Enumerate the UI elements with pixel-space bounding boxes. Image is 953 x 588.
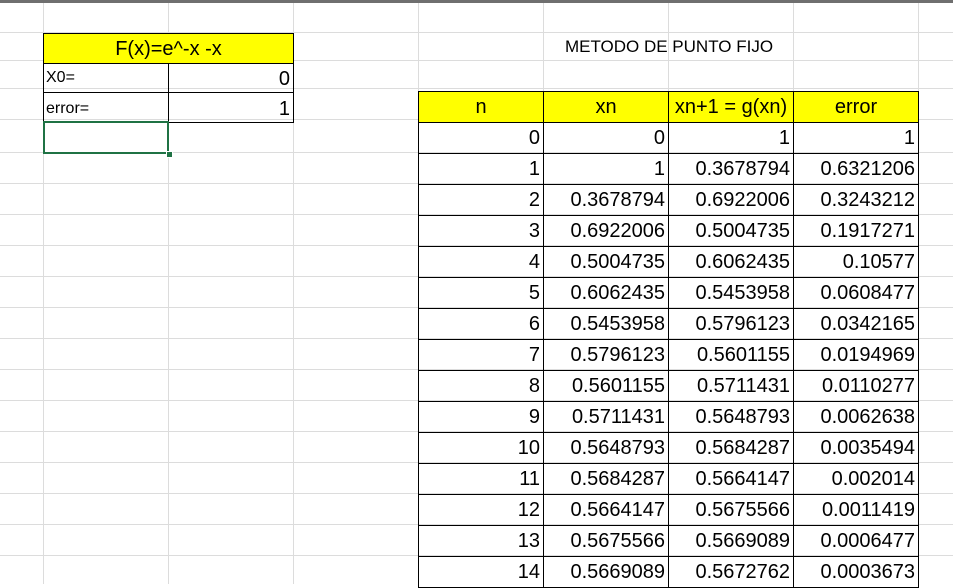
cell-xn[interactable]: 0.3678794 xyxy=(543,184,669,216)
x0-value: 0 xyxy=(278,68,290,90)
cell-gxn[interactable]: 0.5675566 xyxy=(668,494,794,526)
cell-xn[interactable]: 0.5711431 xyxy=(543,401,669,433)
row-gridline xyxy=(0,493,953,494)
row-gridline xyxy=(0,431,953,432)
cell-n[interactable]: 1 xyxy=(418,153,544,185)
cell-gxn[interactable]: 0.5684287 xyxy=(668,432,794,464)
cell-gxn[interactable]: 0.5601155 xyxy=(668,339,794,371)
cell-error[interactable]: 0.0062638 xyxy=(793,401,919,433)
row-gridline xyxy=(0,152,953,153)
row-gridline xyxy=(0,369,953,370)
cell-n[interactable]: 0 xyxy=(418,122,544,154)
header-xn[interactable]: xn xyxy=(543,91,669,123)
function-title: F(x)=e^-x -x xyxy=(115,38,222,60)
cell-error[interactable]: 0.1917271 xyxy=(793,215,919,247)
row-gridline xyxy=(0,524,953,525)
cell-error[interactable]: 0.0035494 xyxy=(793,432,919,464)
cell-n[interactable]: 11 xyxy=(418,463,544,495)
cell-error[interactable]: 0.0110277 xyxy=(793,370,919,402)
window-top-edge xyxy=(0,0,953,3)
row-gridline xyxy=(0,60,953,61)
cell-xn[interactable]: 0 xyxy=(543,122,669,154)
cell-error[interactable]: 0.10577 xyxy=(793,246,919,278)
cell-n[interactable]: 8 xyxy=(418,370,544,402)
header-gxn[interactable]: xn+1 = g(xn) xyxy=(668,91,794,123)
cell-n[interactable]: 2 xyxy=(418,184,544,216)
row-gridline xyxy=(0,555,953,556)
cell-n[interactable]: 14 xyxy=(418,556,544,588)
cell-gxn[interactable]: 0.5453958 xyxy=(668,277,794,309)
cell-error[interactable]: 0.0006477 xyxy=(793,525,919,557)
cell-n[interactable]: 7 xyxy=(418,339,544,371)
cell-error[interactable]: 1 xyxy=(793,122,919,154)
row-gridline xyxy=(0,307,953,308)
cell-gxn[interactable]: 0.5669089 xyxy=(668,525,794,557)
cell-n[interactable]: 3 xyxy=(418,215,544,247)
cell-xn[interactable]: 0.5675566 xyxy=(543,525,669,557)
cell-n[interactable]: 5 xyxy=(418,277,544,309)
row-gridline xyxy=(0,183,953,184)
header-error[interactable]: error xyxy=(793,91,919,123)
function-title-cell[interactable]: F(x)=e^-x -x xyxy=(43,33,294,64)
cell-gxn[interactable]: 0.6922006 xyxy=(668,184,794,216)
cell-error[interactable]: 0.002014 xyxy=(793,463,919,495)
cell-n[interactable]: 9 xyxy=(418,401,544,433)
cell-error[interactable]: 0.0003673 xyxy=(793,556,919,588)
column-gridline xyxy=(43,3,44,584)
cell-error[interactable]: 0.0194969 xyxy=(793,339,919,371)
active-cell-selection[interactable] xyxy=(43,121,169,154)
cell-n[interactable]: 6 xyxy=(418,308,544,340)
header-n[interactable]: n xyxy=(418,91,544,123)
cell-xn[interactable]: 0.5664147 xyxy=(543,494,669,526)
row-gridline xyxy=(0,400,953,401)
x0-value-cell[interactable]: 0 xyxy=(168,63,294,93)
cell-xn[interactable]: 0.6922006 xyxy=(543,215,669,247)
cell-gxn[interactable]: 0.5648793 xyxy=(668,401,794,433)
column-gridline xyxy=(168,3,169,584)
cell-error[interactable]: 0.6321206 xyxy=(793,153,919,185)
cell-gxn[interactable]: 0.5796123 xyxy=(668,308,794,340)
table-title: METODO DE PUNTO FIJO xyxy=(564,37,774,56)
row-gridline xyxy=(0,276,953,277)
row-gridline xyxy=(0,338,953,339)
cell-gxn[interactable]: 0.5711431 xyxy=(668,370,794,402)
cell-n[interactable]: 4 xyxy=(418,246,544,278)
cell-gxn[interactable]: 0.6062435 xyxy=(668,246,794,278)
cell-n[interactable]: 10 xyxy=(418,432,544,464)
row-gridline xyxy=(0,245,953,246)
error-value-cell[interactable]: 1 xyxy=(168,92,294,123)
row-gridline xyxy=(0,214,953,215)
error-value: 1 xyxy=(278,98,290,120)
cell-n[interactable]: 13 xyxy=(418,525,544,557)
cell-error[interactable]: 0.3243212 xyxy=(793,184,919,216)
x0-label-cell[interactable]: X0= xyxy=(43,63,169,93)
error-label-cell[interactable]: error= xyxy=(43,92,169,123)
cell-gxn[interactable]: 0.5004735 xyxy=(668,215,794,247)
cell-gxn[interactable]: 0.5664147 xyxy=(668,463,794,495)
cell-xn[interactable]: 1 xyxy=(543,153,669,185)
x0-label: X0= xyxy=(46,69,75,86)
cell-xn[interactable]: 0.5004735 xyxy=(543,246,669,278)
cell-gxn[interactable]: 0.5672762 xyxy=(668,556,794,588)
cell-n[interactable]: 12 xyxy=(418,494,544,526)
row-gridline xyxy=(0,32,953,33)
cell-xn[interactable]: 0.5648793 xyxy=(543,432,669,464)
cell-xn[interactable]: 0.5601155 xyxy=(543,370,669,402)
cell-xn[interactable]: 0.5453958 xyxy=(543,308,669,340)
cell-xn[interactable]: 0.5796123 xyxy=(543,339,669,371)
column-gridline xyxy=(293,3,294,584)
row-gridline xyxy=(0,88,953,89)
row-gridline xyxy=(0,462,953,463)
cell-xn[interactable]: 0.5684287 xyxy=(543,463,669,495)
error-label: error= xyxy=(46,100,90,117)
cell-error[interactable]: 0.0342165 xyxy=(793,308,919,340)
cell-xn[interactable]: 0.6062435 xyxy=(543,277,669,309)
fill-handle[interactable] xyxy=(166,151,173,158)
cell-error[interactable]: 0.0608477 xyxy=(793,277,919,309)
cell-gxn[interactable]: 0.3678794 xyxy=(668,153,794,185)
cell-error[interactable]: 0.0011419 xyxy=(793,494,919,526)
cell-gxn[interactable]: 1 xyxy=(668,122,794,154)
cell-xn[interactable]: 0.5669089 xyxy=(543,556,669,588)
